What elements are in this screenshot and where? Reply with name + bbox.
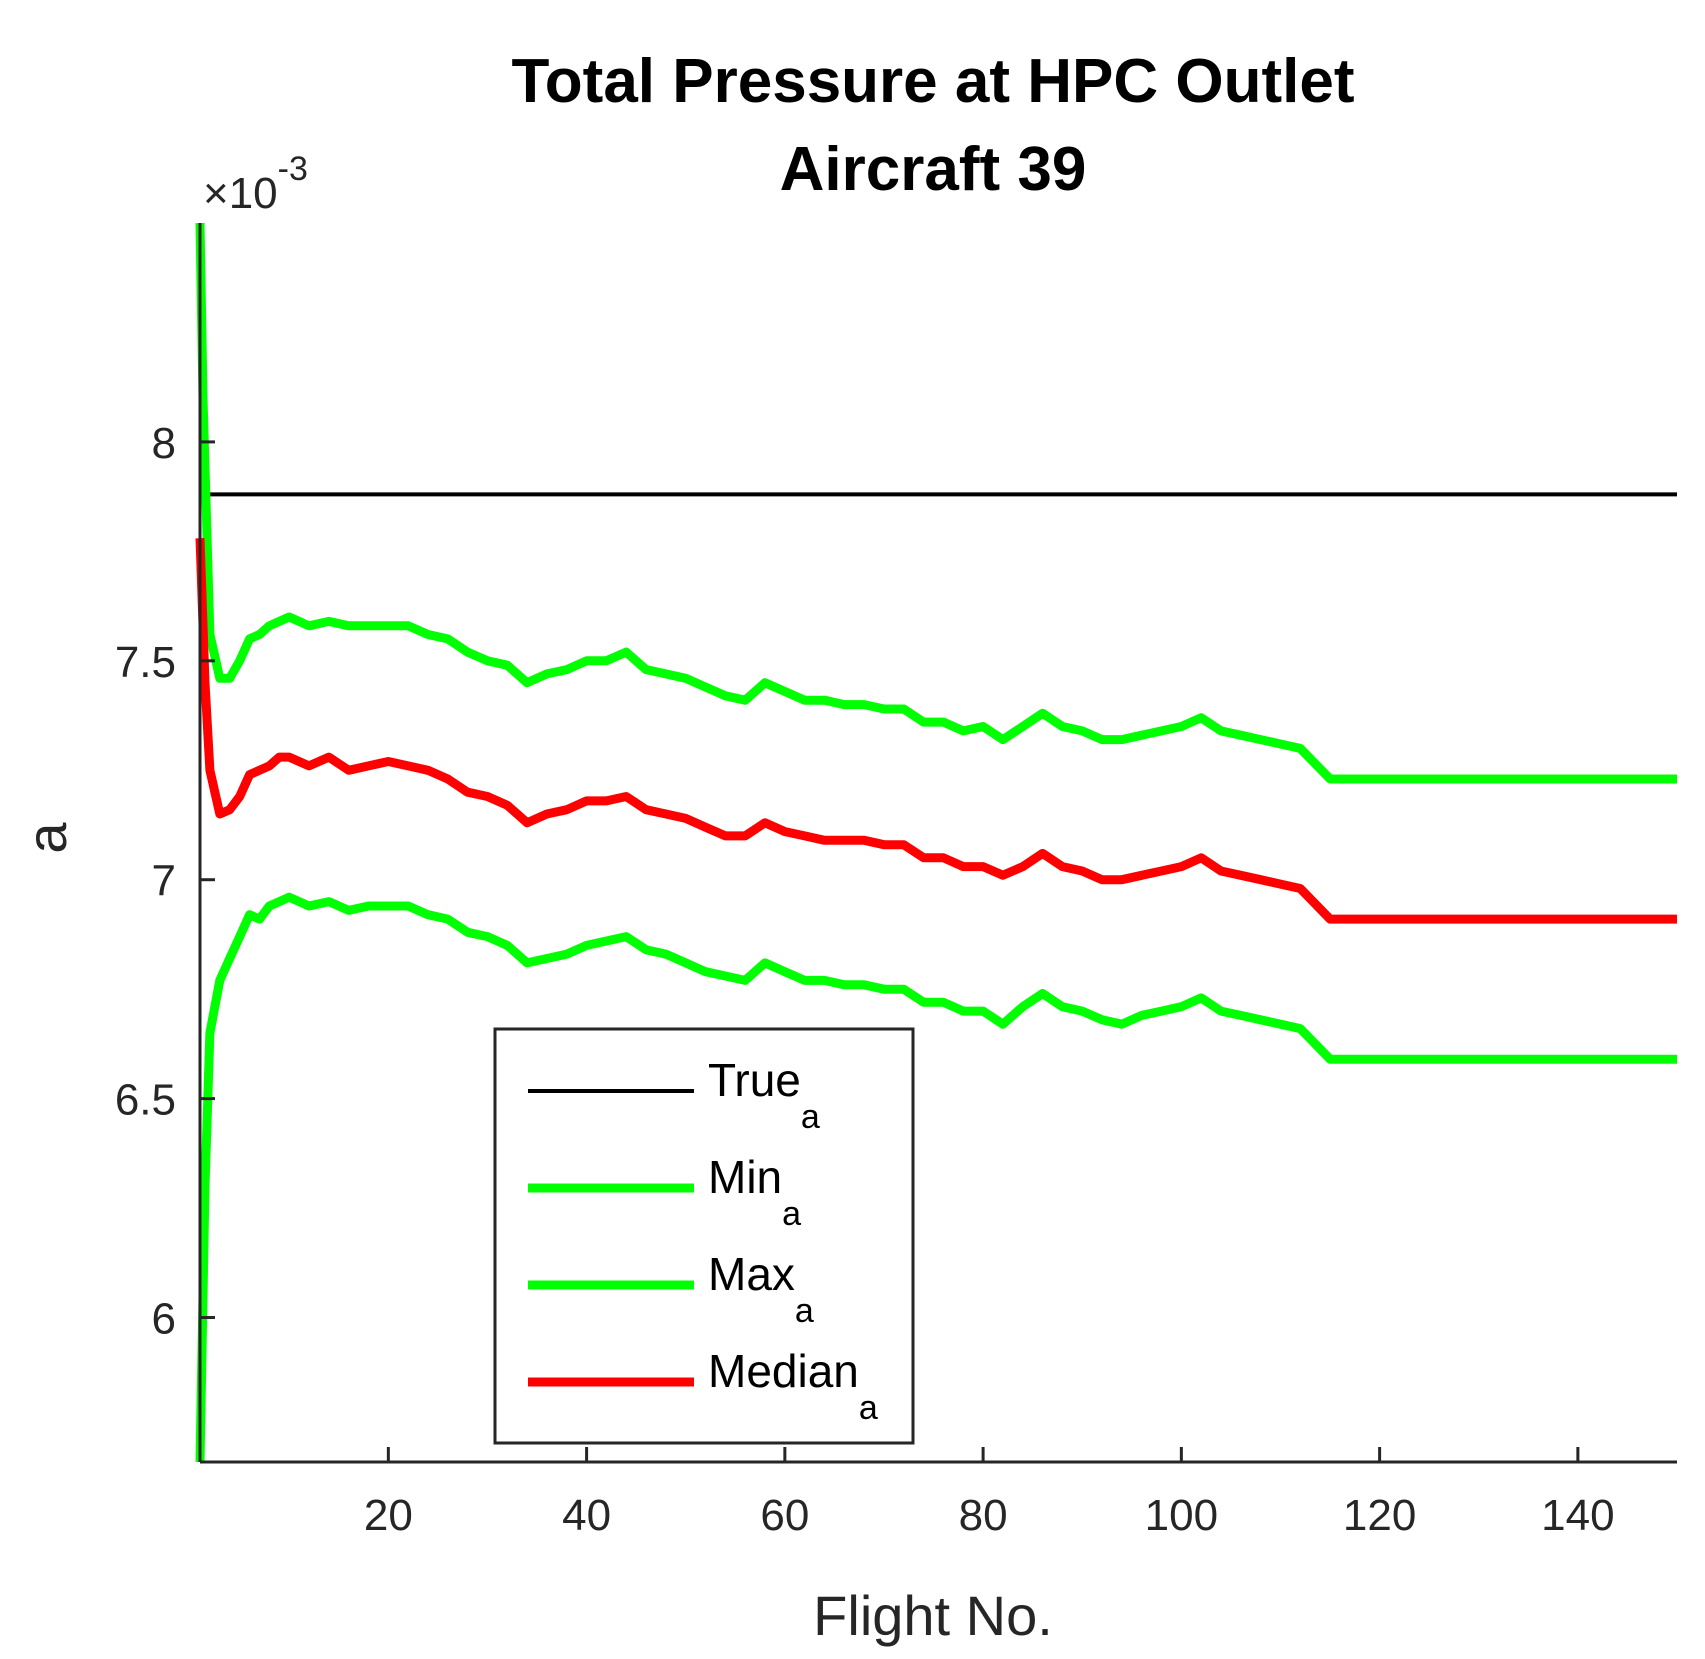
series-line-min — [195, 892, 1677, 1463]
x-tick-label: 60 — [760, 1491, 809, 1540]
legend-label-true: Truea — [708, 1054, 820, 1136]
legend-label-max: Maxa — [708, 1248, 814, 1330]
legend-items: Truea Mina Maxa Mediana — [528, 1054, 878, 1427]
legend: Truea Mina Maxa Mediana — [493, 1027, 915, 1445]
y-axis-exponent-base: ×10 — [203, 169, 278, 218]
legend-label-min: Mina — [708, 1151, 801, 1233]
chart-title: Total Pressure at HPC Outlet — [512, 47, 1355, 116]
ticks-layer: 20 40 60 80 100 120 140 6 6.5 7 7.5 8 — [115, 419, 1615, 1540]
x-tick-label: 80 — [959, 1491, 1008, 1540]
series-line-max — [195, 222, 1677, 784]
y-axis-exponent-power: -3 — [278, 150, 308, 188]
x-tick-label: 100 — [1145, 1491, 1218, 1540]
series-line-median — [195, 538, 1677, 924]
y-tick-label: 6.5 — [115, 1076, 176, 1125]
x-tick-label: 20 — [364, 1491, 413, 1540]
axes-layer — [198, 223, 1677, 1464]
x-tick-label: 120 — [1343, 1491, 1416, 1540]
x-tick-label: 140 — [1541, 1491, 1614, 1540]
y-tick-label: 7 — [152, 857, 176, 906]
x-axis-label: Flight No. — [813, 1584, 1053, 1647]
y-axis-exponent: ×10-3 — [203, 150, 308, 218]
y-axis-label: a — [15, 822, 78, 854]
x-tick-label: 40 — [562, 1491, 611, 1540]
chart-subtitle: Aircraft 39 — [780, 135, 1087, 204]
legend-label-median: Mediana — [708, 1345, 878, 1427]
y-tick-label: 8 — [152, 419, 176, 468]
legend-box — [493, 1027, 915, 1445]
y-tick-label: 7.5 — [115, 638, 176, 687]
series-layer — [195, 222, 1677, 1463]
y-tick-label: 6 — [152, 1295, 176, 1344]
